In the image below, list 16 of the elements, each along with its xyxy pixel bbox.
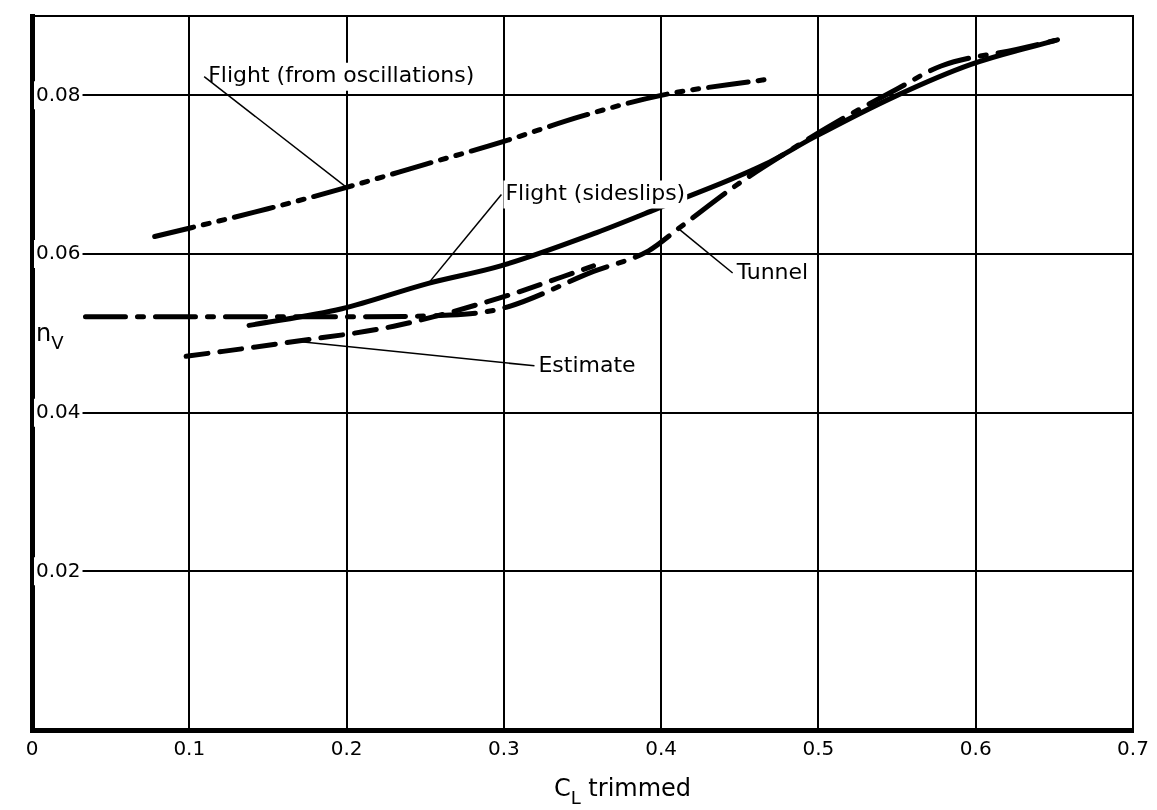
text: Flight (from oscillations) [208,62,475,88]
y-tick-label: 0.08 [36,81,81,106]
text: Estimate [538,351,636,377]
x-tick-label: 0.2 [330,736,363,761]
y-tick-label: 0.04 [36,398,81,423]
x-tick-label: 0 [25,736,39,761]
x-tick-label: 0.1 [173,736,206,761]
series-label: Flight (sideslips) [505,180,686,206]
x-tick-label: 0.3 [487,736,520,761]
text: Tunnel [735,258,809,284]
x-tick-label: 0.7 [1117,736,1149,761]
x-tick-label: 0.6 [959,736,992,761]
y-tick-label: 0.02 [36,557,81,582]
x-tick-label: 0.5 [802,736,835,761]
y-tick-label: 0.06 [36,240,81,265]
x-tick-label: 0.4 [645,736,678,761]
